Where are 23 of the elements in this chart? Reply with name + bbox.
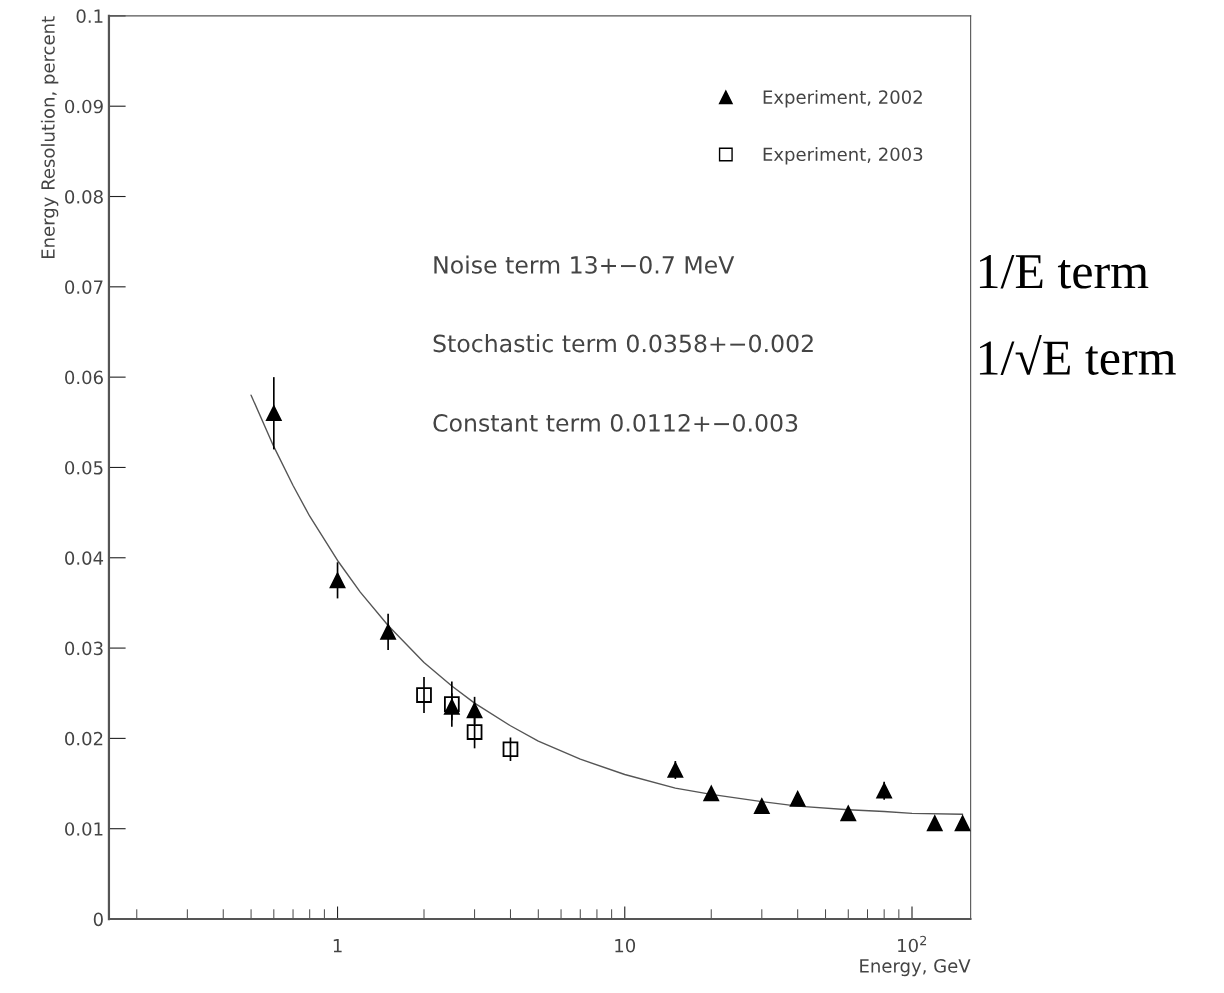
- y-tick-label: 0.01: [65, 822, 103, 836]
- y-tick-label: 0.07: [65, 280, 103, 294]
- legend-label: Experiment, 2002: [763, 89, 922, 108]
- annotation: Stochastic term 0.0358+−0.002: [433, 334, 813, 353]
- y-tick-label: 0.06: [65, 370, 103, 385]
- x-tick-label: 10$^{2}$: [898, 935, 927, 953]
- x-axis-title: Energy, GeV: [860, 959, 971, 977]
- y-tick-label: 0.09: [65, 99, 103, 114]
- y-axis-title: Energy Resolution, percent: [40, 16, 59, 259]
- text: 1/√E term: [979, 334, 1176, 375]
- text: 1/E term: [979, 255, 1149, 289]
- x-tick-label: 10: [615, 938, 636, 953]
- annotation: Constant term 0.0112+−0.003: [433, 414, 798, 432]
- y-tick-label: 0.08: [65, 189, 103, 204]
- annotation: Noise term 13+−0.7 MeV: [434, 255, 735, 274]
- y-tick-label: 0.02: [65, 731, 103, 746]
- y-tick-label: 0.05: [65, 460, 103, 475]
- x-tick-label: 1: [333, 939, 342, 953]
- y-tick-label: 0: [93, 912, 103, 927]
- y-tick-label: 0.1: [76, 9, 103, 23]
- y-tick-label: 0.03: [65, 641, 103, 656]
- legend-label: Experiment, 2003: [763, 147, 923, 165]
- y-tick-label: 0.04: [65, 551, 104, 565]
